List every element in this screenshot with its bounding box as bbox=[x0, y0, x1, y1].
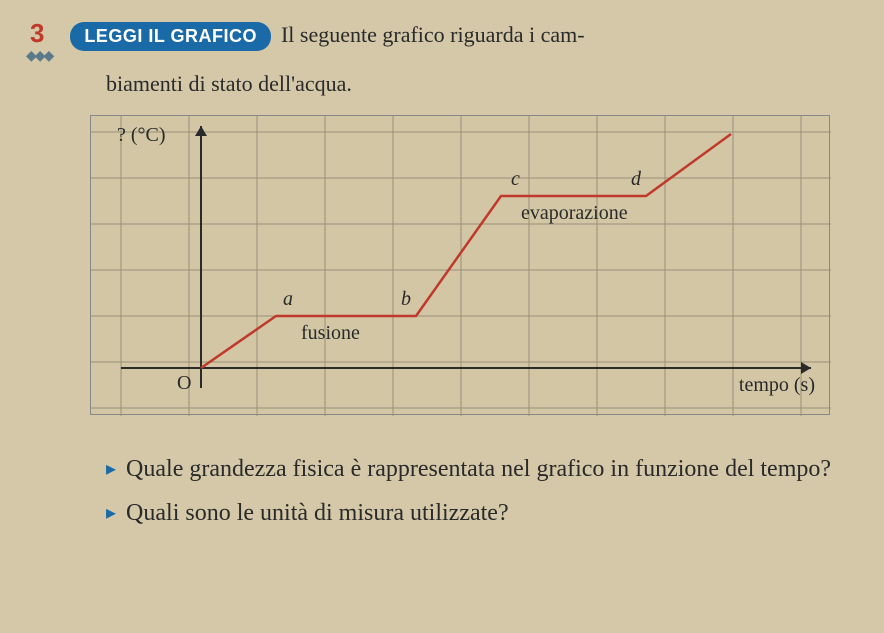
bullet-icon: ▸ bbox=[106, 497, 116, 531]
question-2: ▸ Quali sono le unità di misura utilizza… bbox=[106, 497, 844, 531]
point-b-label: b bbox=[401, 288, 411, 311]
exercise-number: 3 bbox=[30, 20, 52, 46]
exercise-header: 3 ◆◆◆ LEGGI IL GRAFICO Il seguente grafi… bbox=[30, 20, 844, 65]
intro-text-2: biamenti di stato dell'acqua. bbox=[106, 71, 844, 97]
state-change-chart: ? (°C) O tempo (s) a b c d fusione evapo… bbox=[90, 115, 830, 415]
intro-block: LEGGI IL GRAFICO Il seguente grafico rig… bbox=[70, 20, 584, 51]
question-1: ▸ Quale grandezza fisica è rappresentata… bbox=[106, 453, 844, 487]
fusione-label: fusione bbox=[301, 322, 360, 345]
point-c-label: c bbox=[511, 168, 520, 191]
x-axis-label: tempo (s) bbox=[739, 374, 815, 397]
question-list: ▸ Quale grandezza fisica è rappresentata… bbox=[106, 453, 844, 530]
origin-label: O bbox=[177, 372, 191, 395]
bullet-icon: ▸ bbox=[106, 453, 116, 487]
intro-text-1: Il seguente grafico riguarda i cam- bbox=[281, 22, 585, 47]
exercise-number-block: 3 ◆◆◆ bbox=[30, 20, 52, 65]
question-2-text: Quali sono le unità di misura utilizzate… bbox=[126, 497, 509, 531]
evaporazione-label: evaporazione bbox=[521, 202, 628, 225]
section-badge: LEGGI IL GRAFICO bbox=[70, 22, 271, 51]
difficulty-diamonds: ◆◆◆ bbox=[26, 48, 52, 65]
point-d-label: d bbox=[631, 168, 641, 191]
y-axis-label: ? (°C) bbox=[117, 124, 166, 147]
point-a-label: a bbox=[283, 288, 293, 311]
chart-svg bbox=[91, 116, 831, 416]
question-1-text: Quale grandezza fisica è rappresentata n… bbox=[126, 453, 831, 487]
